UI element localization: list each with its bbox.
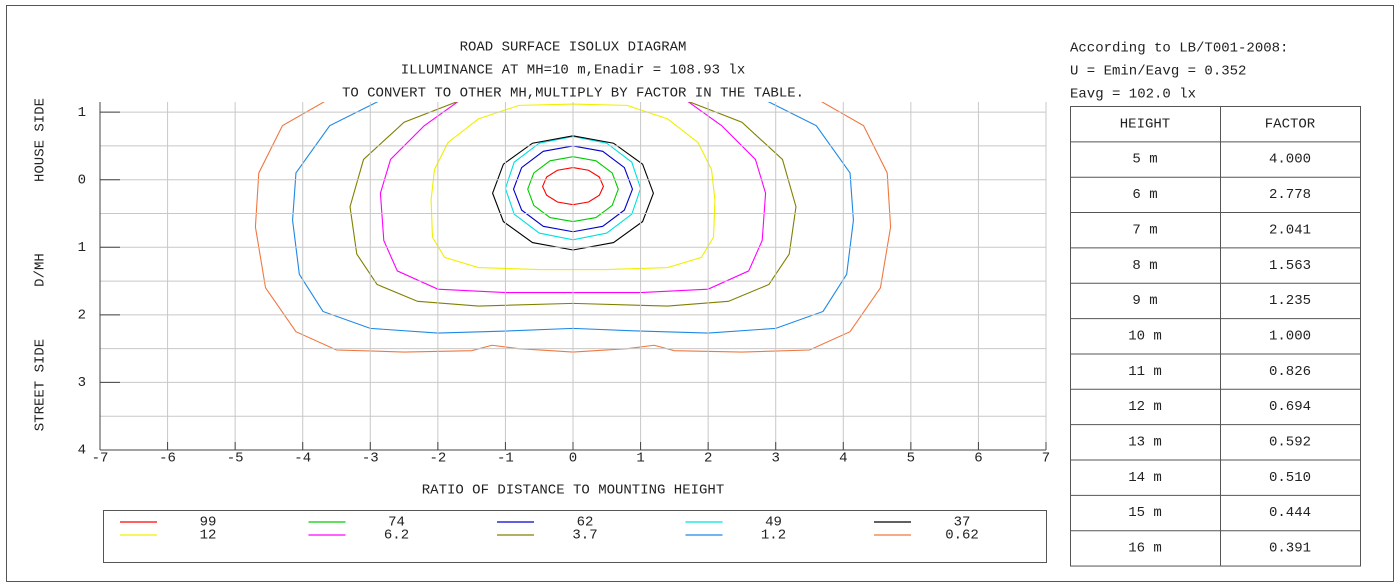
table-cell: 0.826: [1269, 364, 1311, 380]
x-tick-label: 1: [636, 451, 644, 467]
table-cell: 2.778: [1269, 187, 1311, 203]
x-tick-label: 5: [907, 451, 915, 467]
table-cell: 2.041: [1269, 222, 1311, 238]
table-cell: 12 m: [1128, 399, 1162, 415]
table-cell: 1.563: [1269, 258, 1311, 274]
x-tick-label: -1: [497, 451, 514, 467]
x-tick-label: 4: [839, 451, 847, 467]
y-tick-label: 4: [78, 443, 86, 459]
legend-box: [103, 510, 1047, 563]
legend-label: 6.2: [384, 528, 409, 544]
x-axis-label: RATIO OF DISTANCE TO MOUNTING HEIGHT: [422, 483, 724, 499]
legend-label: 12: [200, 528, 217, 544]
table-cell: 14 m: [1128, 470, 1162, 486]
x-tick-label: -5: [227, 451, 244, 467]
table-cell: 13 m: [1128, 435, 1162, 451]
legend-label: 37: [954, 515, 971, 531]
table-cell: 0.510: [1269, 470, 1311, 486]
legend-label: 0.62: [945, 528, 979, 544]
legend-label: 1.2: [761, 528, 786, 544]
isolux-contour: [512, 145, 634, 233]
table-cell: 0.592: [1269, 435, 1311, 451]
x-tick-label: -2: [429, 451, 446, 467]
table-cell: 5 m: [1132, 152, 1157, 168]
table-header: FACTOR: [1265, 116, 1316, 132]
legend-label: 99: [200, 515, 217, 531]
table-cell: 0.694: [1269, 399, 1311, 415]
x-tick-label: 6: [974, 451, 982, 467]
isolux-contour: [527, 156, 619, 223]
x-tick-label: 0: [569, 451, 577, 467]
y-tick-label: 3: [78, 375, 86, 391]
info-line: According to LB/T001-2008:: [1070, 41, 1288, 57]
table-cell: 7 m: [1132, 222, 1157, 238]
chart-title: TO CONVERT TO OTHER MH,MULTIPLY BY FACTO…: [342, 86, 804, 102]
x-tick-label: -4: [294, 451, 311, 467]
table-header: HEIGHT: [1120, 116, 1170, 132]
isolux-contour: [492, 135, 654, 251]
page-border: [6, 5, 1394, 582]
x-tick-label: 2: [704, 451, 712, 467]
table-cell: 0.391: [1269, 541, 1311, 557]
table-cell: 15 m: [1128, 505, 1162, 521]
y-axis-label: STREET SIDE: [33, 339, 49, 431]
x-tick-label: 7: [1042, 451, 1050, 467]
table-cell: 4.000: [1269, 152, 1311, 168]
info-line: Eavg = 102.0 lx: [1070, 87, 1196, 103]
info-line: U = Emin/Eavg = 0.352: [1070, 64, 1246, 80]
table-cell: 10 m: [1128, 328, 1162, 344]
legend-label: 74: [388, 515, 405, 531]
y-tick-label: 0: [78, 172, 86, 188]
table-cell: 9 m: [1132, 293, 1157, 309]
factor-table: [1070, 106, 1361, 567]
table-cell: 16 m: [1128, 541, 1162, 557]
legend-label: 3.7: [572, 528, 597, 544]
y-tick-label: 1: [78, 240, 86, 256]
y-tick-label: 1: [78, 105, 86, 121]
legend-label: 62: [577, 515, 594, 531]
x-tick-label: -3: [362, 451, 379, 467]
x-tick-label: 3: [772, 451, 780, 467]
table-cell: 1.235: [1269, 293, 1311, 309]
chart-title: ILLUMINANCE AT MH=10 m,Enadir = 108.93 l…: [401, 63, 745, 79]
y-tick-label: 2: [78, 308, 86, 324]
x-tick-label: -7: [92, 451, 109, 467]
chart-title: ROAD SURFACE ISOLUX DIAGRAM: [460, 40, 687, 56]
table-cell: 8 m: [1132, 258, 1157, 274]
table-cell: 1.000: [1269, 328, 1311, 344]
y-axis-label: HOUSE SIDE: [33, 98, 49, 182]
table-cell: 0.444: [1269, 505, 1311, 521]
legend-label: 49: [765, 515, 782, 531]
x-tick-label: -6: [159, 451, 176, 467]
table-cell: 11 m: [1128, 364, 1162, 380]
table-cell: 6 m: [1132, 187, 1157, 203]
y-axis-label: D/MH: [33, 253, 49, 287]
isolux-contour: [541, 166, 605, 206]
